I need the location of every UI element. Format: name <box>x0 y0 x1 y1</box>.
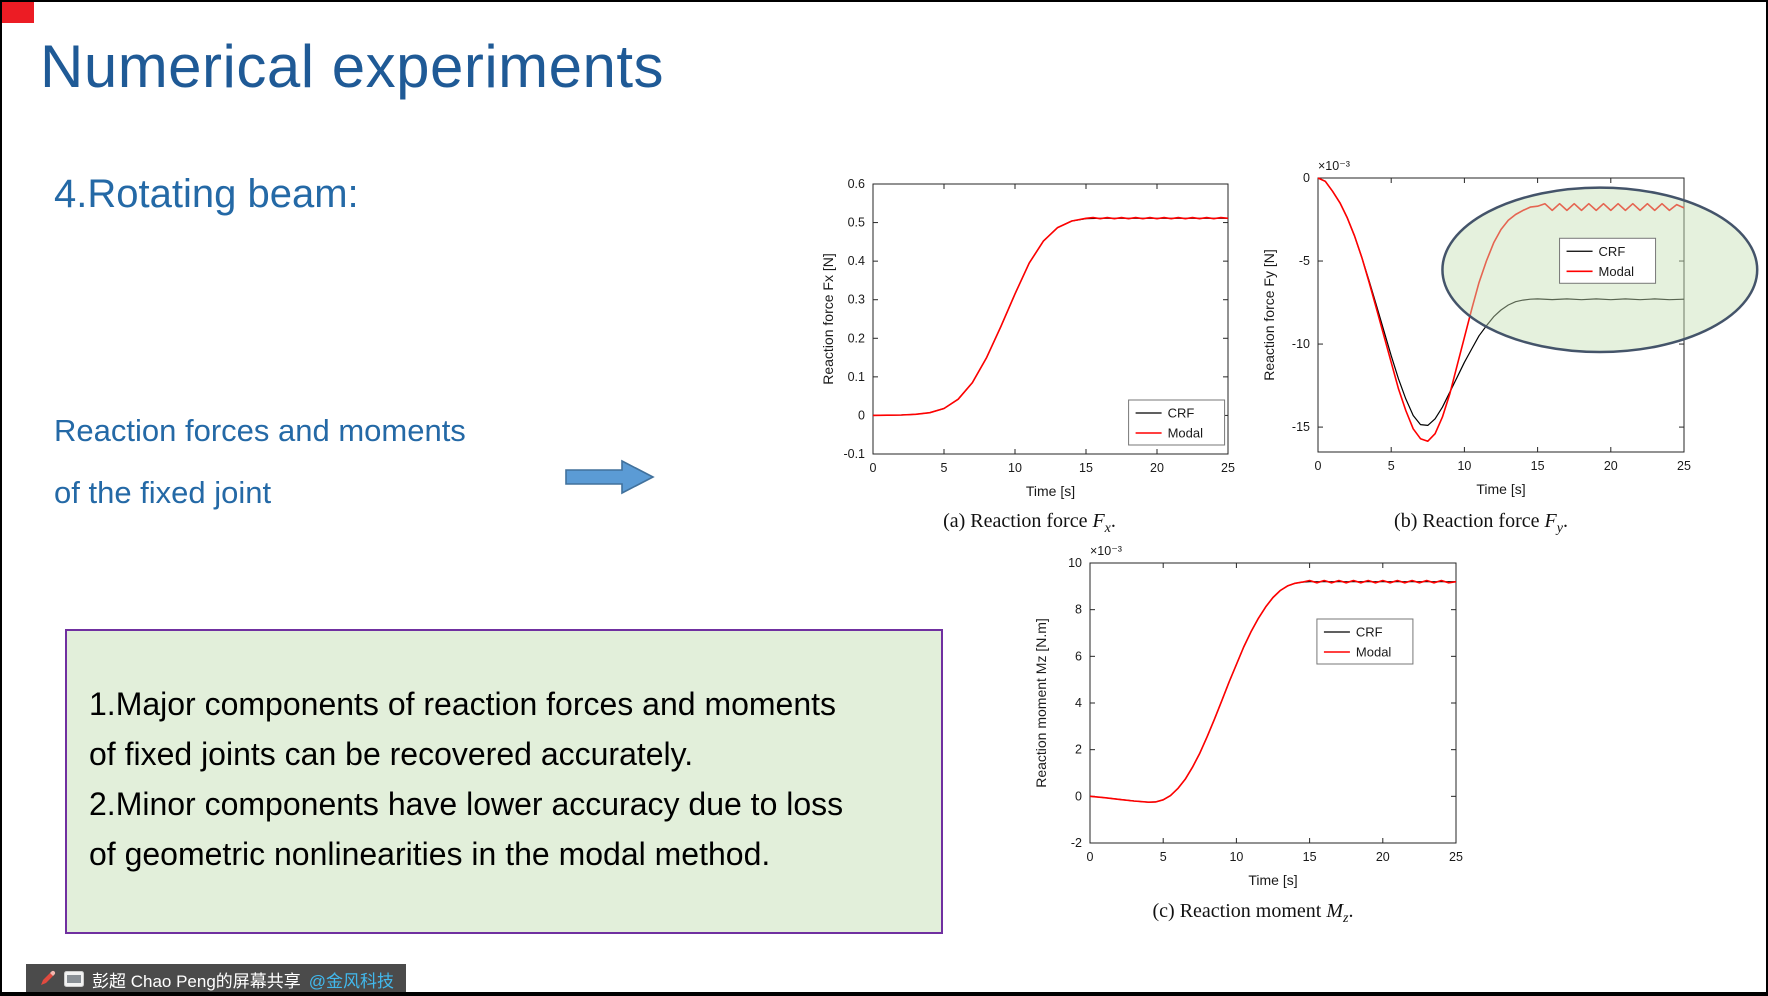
slide-subtitle: 4.Rotating beam: <box>54 172 359 216</box>
svg-text:0: 0 <box>1303 171 1310 185</box>
chart-reaction-force-fy: 0 5 10 15 20 25 0 -5 -10 -15 ×10⁻³ Time [s] Reaction… <box>1258 150 1759 502</box>
svg-text:-2: -2 <box>1071 836 1082 850</box>
svg-text:Reaction force Fx [N]: Reaction force Fx [N] <box>820 253 836 385</box>
svg-text:15: 15 <box>1303 850 1317 864</box>
svg-text:10: 10 <box>1068 556 1082 570</box>
svg-text:0: 0 <box>1315 459 1322 473</box>
arrow-right-shape <box>565 459 655 495</box>
caption-a-text: (a) Reaction force <box>943 510 1093 532</box>
svg-text:25: 25 <box>1449 850 1463 864</box>
svg-text:Reaction force Fy [N]: Reaction force Fy [N] <box>1261 249 1277 381</box>
caption-b-period: . <box>1562 510 1568 532</box>
svg-text:0.1: 0.1 <box>848 370 865 384</box>
svg-text:×10⁻³: ×10⁻³ <box>1318 159 1350 173</box>
svg-text:-5: -5 <box>1299 254 1310 268</box>
svg-text:0: 0 <box>858 408 865 422</box>
svg-text:-15: -15 <box>1292 420 1310 434</box>
caption-c-sub: z <box>1343 911 1349 926</box>
svg-text:Modal: Modal <box>1168 426 1204 441</box>
svg-text:-10: -10 <box>1292 337 1310 351</box>
caption-a-period: . <box>1110 510 1116 532</box>
screen-icon[interactable] <box>64 971 84 987</box>
summary-line-1: 1.Major components of reaction forces an… <box>89 686 837 722</box>
caption-b-sub: y <box>1556 521 1563 536</box>
svg-text:Reaction moment Mz [N.m]: Reaction moment Mz [N.m] <box>1033 618 1049 788</box>
svg-text:5: 5 <box>1160 850 1167 864</box>
svg-text:Time [s]: Time [s] <box>1248 872 1297 888</box>
summary-line-3: 2.Minor components have lower accuracy d… <box>89 786 844 822</box>
svg-text:6: 6 <box>1075 649 1082 663</box>
screen-share-badge: 彭超 Chao Peng的屏幕共享 @金风科技 <box>26 964 407 992</box>
svg-text:20: 20 <box>1376 850 1390 864</box>
svg-text:CRF: CRF <box>1356 625 1383 640</box>
caption-c: (c) Reaction moment Mz. <box>1030 900 1476 927</box>
svg-text:0.6: 0.6 <box>848 177 865 191</box>
svg-text:Time [s]: Time [s] <box>1476 481 1525 497</box>
svg-text:Modal: Modal <box>1356 645 1392 660</box>
fy-plot: 0 5 10 15 20 25 0 -5 -10 -15 ×10⁻³ Time [s] Reaction… <box>1261 159 1759 497</box>
svg-text:-0.1: -0.1 <box>843 447 865 461</box>
svg-text:0: 0 <box>870 461 877 475</box>
summary-line-2: of fixed joints can be recovered accurat… <box>89 736 694 772</box>
svg-text:15: 15 <box>1531 459 1545 473</box>
svg-text:10: 10 <box>1457 459 1471 473</box>
svg-text:0: 0 <box>1075 789 1082 803</box>
svg-text:0.4: 0.4 <box>848 254 865 268</box>
lead-line-2: of the fixed joint <box>54 475 272 510</box>
svg-text:8: 8 <box>1075 603 1082 617</box>
svg-text:10: 10 <box>1229 850 1243 864</box>
svg-text:Time [s]: Time [s] <box>1026 483 1075 499</box>
svg-text:5: 5 <box>1388 459 1395 473</box>
caption-c-period: . <box>1348 900 1354 922</box>
annotate-pencil-icon[interactable] <box>38 970 56 988</box>
caption-a-sub: x <box>1104 521 1111 536</box>
caption-b-var: F <box>1544 510 1557 532</box>
share-text: 彭超 Chao Peng的屏幕共享 <box>92 971 301 991</box>
recording-indicator <box>2 2 34 23</box>
svg-text:0.5: 0.5 <box>848 216 865 230</box>
svg-text:0: 0 <box>1087 850 1094 864</box>
caption-a: (a) Reaction force Fx. <box>817 510 1242 537</box>
svg-text:Modal: Modal <box>1599 264 1635 279</box>
caption-a-var: F <box>1092 510 1105 532</box>
caption-c-var: M <box>1326 900 1344 922</box>
svg-text:20: 20 <box>1604 459 1618 473</box>
chart-reaction-force-fx: 0 5 10 15 20 25 -0.1 0 0.1 0.2 0.3 0.4 0.5 0.6 Time [s… <box>817 172 1242 504</box>
svg-text:×10⁻³: ×10⁻³ <box>1090 544 1122 558</box>
svg-text:5: 5 <box>941 461 948 475</box>
svg-text:0.3: 0.3 <box>848 293 865 307</box>
svg-text:20: 20 <box>1150 461 1164 475</box>
svg-text:25: 25 <box>1677 459 1691 473</box>
share-org-link[interactable]: @金风科技 <box>308 971 395 991</box>
lead-text: Reaction forces and moments of the fixed… <box>54 400 466 524</box>
caption-b-text: (b) Reaction force <box>1394 510 1545 532</box>
arrow-right-icon <box>565 459 655 495</box>
svg-text:25: 25 <box>1221 461 1235 475</box>
lead-line-1: Reaction forces and moments <box>54 413 466 448</box>
caption-c-text: (c) Reaction moment <box>1152 900 1327 922</box>
page-title: Numerical experiments <box>40 33 665 100</box>
caption-b: (b) Reaction force Fy. <box>1258 510 1704 537</box>
summary-line-4: of geometric nonlinearities in the modal… <box>89 836 771 872</box>
chart-reaction-moment-mz: 0 5 10 15 20 25 -2 0 2 4 6 8 10 ×10⁻³ Time [s] Reaction… <box>1030 533 1476 893</box>
svg-text:10: 10 <box>1008 461 1022 475</box>
summary-box: 1.Major components of reaction forces an… <box>65 629 943 934</box>
svg-text:CRF: CRF <box>1168 406 1195 421</box>
svg-text:2: 2 <box>1075 743 1082 757</box>
svg-text:15: 15 <box>1079 461 1093 475</box>
svg-text:0.2: 0.2 <box>848 331 865 345</box>
svg-text:4: 4 <box>1075 696 1082 710</box>
svg-text:CRF: CRF <box>1599 244 1626 259</box>
fx-plot: 0 5 10 15 20 25 -0.1 0 0.1 0.2 0.3 0.4 0.5 0.6 Time [s… <box>820 177 1235 499</box>
mz-plot: 0 5 10 15 20 25 -2 0 2 4 6 8 10 ×10⁻³ Time [s] Reaction… <box>1033 544 1463 888</box>
